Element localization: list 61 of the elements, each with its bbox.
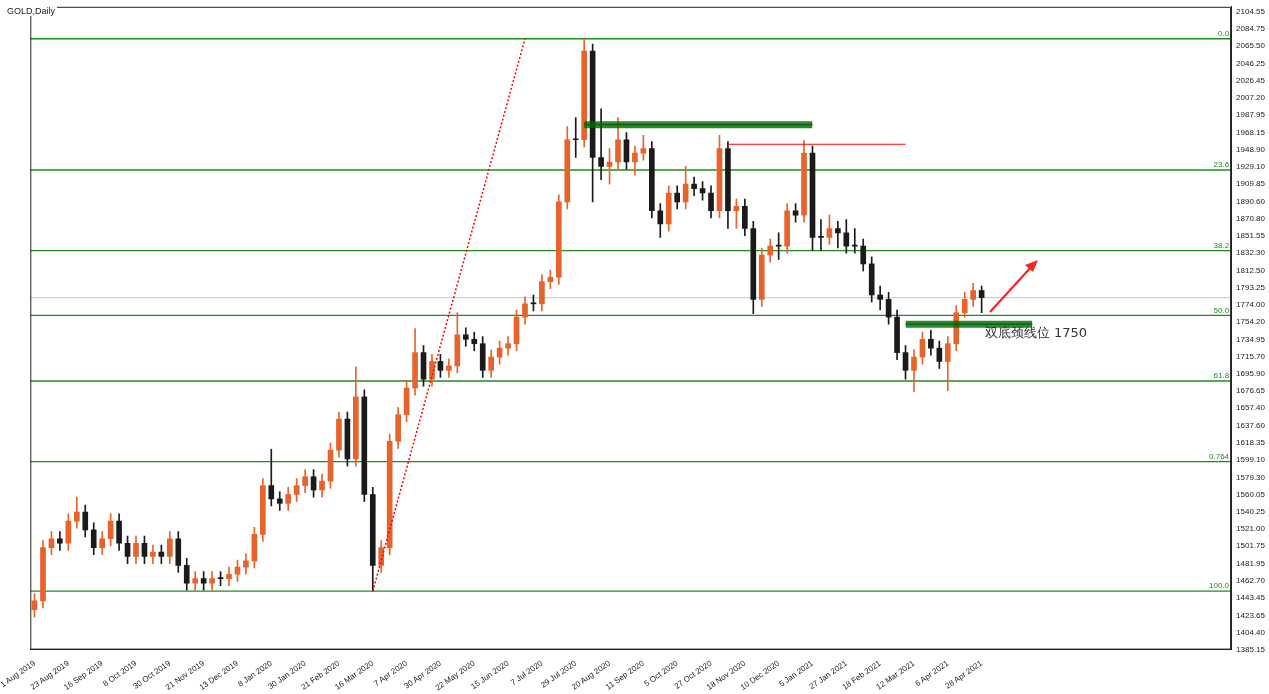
candlestick	[446, 358, 452, 378]
y-tick-label: 2065.50	[1236, 41, 1266, 51]
y-tick-label: 1501.75	[1236, 541, 1266, 551]
candlestick	[877, 285, 883, 311]
y-tick-label: 1793.25	[1236, 282, 1266, 292]
annotation: 0.764	[1209, 451, 1230, 461]
candlestick	[572, 117, 579, 158]
y-tick-label: 1579.30	[1236, 472, 1266, 482]
y-tick-label: 1870.80	[1236, 214, 1266, 224]
candlestick	[462, 327, 469, 347]
candlestick	[818, 219, 824, 251]
y-tick-label: 1774.00	[1236, 299, 1266, 309]
candlestick	[505, 336, 511, 356]
y-tick-label: 2026.45	[1236, 76, 1266, 86]
y-tick-label: 1404.40	[1236, 627, 1266, 637]
y-tick-label: 2084.75	[1236, 24, 1266, 34]
y-tick-label: 1832.30	[1236, 248, 1266, 258]
y-tick-label: 1657.40	[1236, 403, 1266, 413]
y-tick-label: 1462.70	[1236, 575, 1266, 585]
candlestick	[851, 228, 858, 254]
y-tick-label: 1560.05	[1236, 489, 1266, 499]
y-tick-label: 1481.95	[1236, 558, 1266, 568]
annotation: 50.0	[1213, 305, 1230, 315]
y-tick-label: 2046.25	[1236, 58, 1266, 68]
annotation: 38.2	[1213, 240, 1230, 250]
annotation: 23.6	[1213, 160, 1230, 170]
y-tick-label: 1890.60	[1236, 196, 1266, 206]
candlestick	[835, 221, 841, 249]
annotation: 61.8	[1213, 371, 1230, 381]
y-tick-label: 1695.90	[1236, 369, 1266, 379]
y-tick-label: 1851.55	[1236, 231, 1266, 241]
y-tick-label: 1987.95	[1236, 110, 1266, 120]
candlestick	[598, 108, 604, 181]
y-tick-label: 1637.60	[1236, 420, 1266, 430]
y-tick-label: 2104.55	[1236, 6, 1266, 16]
y-tick-label: 1909.85	[1236, 179, 1266, 189]
y-tick-label: 1599.10	[1236, 454, 1266, 464]
y-tick-label: 1754.20	[1236, 317, 1266, 327]
candlestick	[276, 491, 283, 511]
annotation: 100.0	[1209, 581, 1230, 591]
candlestick	[209, 571, 215, 591]
y-tick-label: 1948.90	[1236, 144, 1266, 154]
y-tick-label: 1715.70	[1236, 351, 1266, 361]
y-tick-label: 1521.00	[1236, 524, 1266, 534]
candlestick	[268, 448, 275, 507]
y-tick-label: 1812.50	[1236, 265, 1266, 275]
y-tick-label: 1385.15	[1236, 644, 1266, 654]
y-tick-label: 1929.10	[1236, 162, 1266, 172]
annotation: 双底颈线位 1750	[984, 324, 1088, 340]
y-tick-label: 1676.65	[1236, 386, 1266, 396]
candlestick	[192, 571, 199, 591]
y-tick-label: 1423.65	[1236, 610, 1266, 620]
y-tick-label: 1443.45	[1236, 592, 1266, 602]
y-tick-label: 2007.20	[1236, 93, 1266, 103]
y-tick-label: 1618.35	[1236, 437, 1266, 447]
y-tick-label: 1734.95	[1236, 334, 1266, 344]
annotation: 0.0	[1217, 28, 1230, 38]
chart-title: GOLD,Daily	[5, 6, 58, 16]
y-tick-label: 1540.25	[1236, 507, 1266, 517]
candlestick	[775, 232, 782, 260]
y-tick-label: 1968.15	[1236, 127, 1266, 137]
